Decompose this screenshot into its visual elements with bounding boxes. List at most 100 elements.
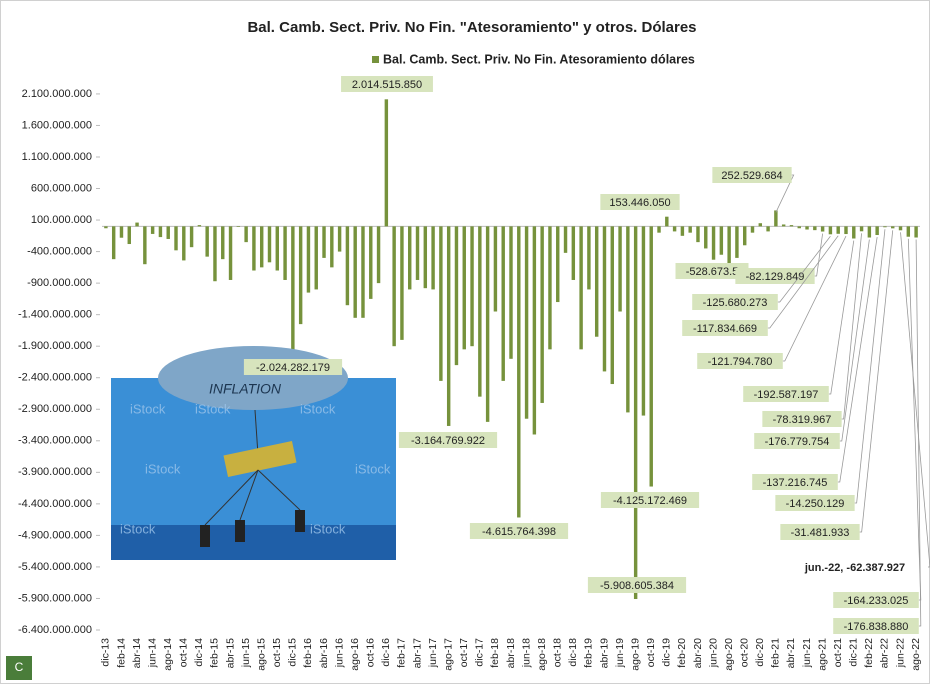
x-tick-label: jun-22: [894, 638, 906, 668]
bar: [688, 226, 692, 233]
image-watermark: iStock: [130, 401, 166, 416]
x-tick-label: feb-19: [583, 638, 595, 668]
data-label-bg: [833, 618, 919, 634]
bar: [392, 226, 396, 347]
bar: [727, 226, 731, 265]
bar: [431, 226, 435, 290]
bar: [743, 226, 747, 246]
data-label-bg: [682, 320, 768, 336]
leader-line: [837, 236, 878, 483]
data-label-bg: [775, 495, 855, 511]
bar: [384, 99, 389, 227]
bar: [891, 226, 895, 229]
bar: [641, 226, 646, 416]
data-label: -5.908.605.384: [600, 580, 674, 592]
bar: [174, 226, 178, 251]
y-tick-label: -4.900.000.000: [18, 529, 92, 541]
leader-line: [782, 235, 847, 362]
x-tick-label: ago-22: [910, 638, 922, 671]
image-watermark: iStock: [355, 461, 391, 476]
bar: [182, 226, 186, 261]
x-tick-label: jun-19: [614, 638, 626, 668]
bar: [797, 226, 801, 229]
bar: [805, 226, 809, 230]
data-label-bg: [762, 411, 842, 427]
bar: [563, 226, 568, 253]
data-label-bg: [398, 432, 498, 448]
y-tick-label: -5.900.000.000: [18, 592, 92, 604]
bar: [501, 226, 505, 381]
data-label-bg: [833, 592, 919, 608]
bar: [111, 226, 116, 260]
x-tick-label: abr-18: [505, 638, 517, 669]
x-tick-label: feb-17: [396, 638, 408, 668]
x-tick-label: jun-20: [707, 638, 719, 668]
legend-swatch: [372, 56, 379, 63]
data-label: -2.024.282.179: [256, 362, 330, 374]
x-tick-label: feb-21: [770, 638, 782, 668]
y-tick-label: -5.400.000.000: [18, 561, 92, 573]
y-tick-label: 1.600.000.000: [22, 119, 92, 131]
x-tick-label: ago-15: [255, 638, 267, 671]
y-tick-label: 100.000.000: [31, 214, 92, 226]
data-label-bg: [341, 76, 433, 92]
bar: [633, 226, 638, 600]
bar: [298, 226, 303, 325]
bar: [104, 226, 108, 229]
x-tick-label: dic-21: [848, 638, 860, 667]
bar: [594, 226, 599, 337]
bar: [361, 226, 365, 318]
bar: [306, 226, 311, 293]
y-tick-label: -2.400.000.000: [18, 372, 92, 384]
data-label-bg: [600, 194, 680, 210]
x-tick-label: abr-21: [785, 638, 797, 669]
y-tick-label: -2.900.000.000: [18, 403, 92, 415]
leader-line: [775, 174, 795, 213]
bar: [532, 226, 537, 435]
bar: [228, 226, 233, 280]
bar: [602, 226, 607, 372]
data-label-bg: [675, 263, 749, 279]
image-watermark: iStock: [195, 401, 231, 416]
data-label: -3.164.769.922: [411, 435, 485, 447]
x-tick-label: jun-15: [240, 638, 252, 668]
data-label: -528.673.5: [686, 266, 739, 278]
x-tick-label: ago-16: [349, 638, 361, 671]
bar: [135, 222, 139, 227]
data-label: -4.125.172.469: [613, 495, 687, 507]
image-watermark: iStock: [310, 521, 346, 536]
bar: [283, 226, 287, 280]
image-watermark: iStock: [145, 461, 181, 476]
x-tick-label: dic-18: [567, 638, 579, 667]
leader-line: [859, 230, 894, 533]
bar: [813, 226, 817, 231]
bar: [478, 226, 482, 397]
data-label-bg: [780, 524, 860, 540]
bar: [337, 226, 342, 252]
bar: [898, 226, 903, 231]
rope: [204, 469, 259, 526]
x-tick-label: dic-13: [100, 638, 112, 667]
inflation-image: INFLATION iStock iStock iStock iStock iStock i…: [111, 346, 396, 560]
money-bundle: [223, 440, 297, 478]
bar: [758, 223, 763, 227]
bar: [774, 210, 778, 227]
bar: [914, 226, 918, 238]
bar: [610, 226, 614, 385]
bar: [587, 226, 591, 290]
x-tick-label: oct-19: [645, 638, 657, 667]
bar: [353, 226, 357, 318]
corner-badge-text: C: [15, 660, 24, 674]
x-tick-label: dic-15: [287, 638, 299, 667]
bar: [844, 226, 848, 235]
bar: [408, 226, 412, 290]
x-tick-label: abr-16: [318, 638, 330, 669]
data-label-bg: [743, 386, 829, 402]
x-tick-label: jun-18: [520, 638, 532, 668]
y-tick-label: -3.900.000.000: [18, 466, 92, 478]
bar: [189, 226, 194, 248]
x-tick-label: feb-20: [676, 638, 688, 668]
bar: [820, 226, 825, 232]
balloon: [158, 346, 348, 410]
data-label: -82.129.849: [746, 271, 805, 283]
